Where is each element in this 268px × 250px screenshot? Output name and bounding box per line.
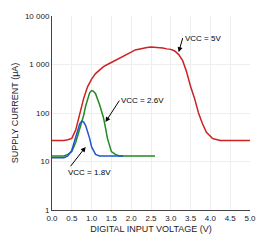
svg-text:5.0: 5.0 [244,214,256,223]
svg-text:1: 1 [45,206,50,215]
svg-text:2.0: 2.0 [126,214,138,223]
svg-text:3.0: 3.0 [165,214,177,223]
svg-text:SUPPLY CURRENT (μA): SUPPLY CURRENT (μA) [10,63,20,164]
svg-text:10 000: 10 000 [25,12,50,21]
svg-text:4.0: 4.0 [205,214,217,223]
svg-text:3.5: 3.5 [185,214,197,223]
svg-text:100: 100 [36,109,50,118]
svg-text:1 000: 1 000 [29,60,50,69]
svg-text:VCC = 5V: VCC = 5V [185,34,221,43]
svg-text:2.5: 2.5 [145,214,157,223]
svg-text:VCC = 2.6V: VCC = 2.6V [121,96,164,105]
svg-text:4.5: 4.5 [225,214,237,223]
svg-text:DIGITAL INPUT VOLTAGE (V): DIGITAL INPUT VOLTAGE (V) [90,224,212,234]
svg-text:0.5: 0.5 [66,214,78,223]
svg-text:1.5: 1.5 [106,214,118,223]
svg-text:1.0: 1.0 [86,214,98,223]
svg-text:VCC = 1.8V: VCC = 1.8V [68,168,111,177]
svg-text:0.0: 0.0 [46,214,58,223]
svg-text:10: 10 [40,157,49,166]
